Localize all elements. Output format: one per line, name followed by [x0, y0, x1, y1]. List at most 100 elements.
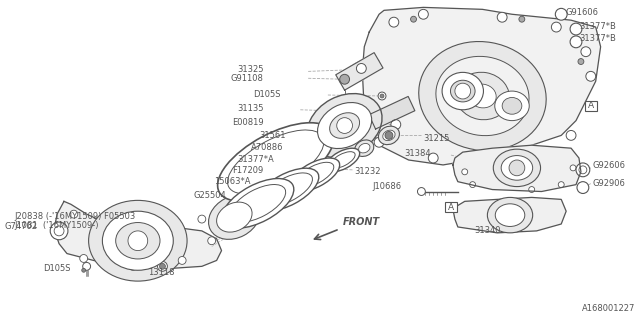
Circle shape	[70, 210, 78, 218]
Ellipse shape	[488, 197, 532, 233]
Circle shape	[50, 222, 68, 240]
Text: G91606: G91606	[565, 8, 598, 17]
Circle shape	[82, 268, 86, 272]
Text: 13118: 13118	[148, 268, 174, 277]
Circle shape	[586, 71, 596, 81]
Text: G74702: G74702	[4, 222, 37, 231]
Circle shape	[356, 63, 366, 73]
Circle shape	[178, 257, 186, 264]
Text: 31215: 31215	[424, 134, 450, 143]
Circle shape	[378, 92, 386, 100]
Polygon shape	[369, 96, 415, 129]
Ellipse shape	[291, 158, 340, 191]
Ellipse shape	[330, 113, 360, 138]
Ellipse shape	[442, 72, 483, 110]
Ellipse shape	[256, 168, 319, 211]
Ellipse shape	[317, 102, 372, 148]
Ellipse shape	[495, 204, 525, 227]
Ellipse shape	[330, 152, 355, 168]
Ellipse shape	[102, 211, 173, 270]
Ellipse shape	[216, 202, 252, 232]
Text: G25504: G25504	[194, 191, 227, 200]
Ellipse shape	[355, 140, 374, 156]
Text: E00819: E00819	[232, 118, 264, 127]
Circle shape	[581, 47, 591, 57]
Ellipse shape	[383, 130, 395, 140]
Circle shape	[340, 74, 349, 84]
Text: A70886: A70886	[251, 143, 284, 152]
Text: 15063*A: 15063*A	[214, 177, 251, 186]
Text: 31377*B: 31377*B	[579, 21, 616, 31]
Circle shape	[411, 16, 417, 22]
Circle shape	[159, 263, 165, 269]
Circle shape	[556, 8, 567, 20]
Circle shape	[536, 147, 547, 157]
Text: A: A	[588, 101, 594, 110]
Circle shape	[529, 187, 534, 193]
Ellipse shape	[501, 156, 532, 180]
Text: FRONT: FRONT	[342, 217, 380, 227]
Circle shape	[417, 188, 426, 196]
Circle shape	[455, 83, 470, 99]
Circle shape	[578, 59, 584, 65]
Ellipse shape	[419, 42, 546, 150]
Ellipse shape	[88, 200, 187, 281]
Text: 31135: 31135	[237, 104, 264, 113]
Circle shape	[83, 262, 91, 270]
Polygon shape	[54, 201, 221, 268]
Ellipse shape	[326, 148, 360, 172]
Ellipse shape	[228, 130, 324, 194]
Circle shape	[570, 23, 582, 35]
Text: A: A	[448, 203, 454, 212]
Text: D105S: D105S	[44, 264, 71, 273]
Circle shape	[570, 165, 576, 171]
Text: 31377*B: 31377*B	[579, 34, 616, 44]
Text: 31232: 31232	[355, 167, 381, 176]
Circle shape	[497, 12, 507, 22]
Text: 31561: 31561	[259, 131, 285, 140]
Ellipse shape	[451, 80, 475, 102]
Circle shape	[128, 231, 148, 251]
Ellipse shape	[378, 126, 399, 145]
Circle shape	[576, 163, 590, 177]
Circle shape	[558, 182, 564, 188]
Text: 31384: 31384	[404, 148, 431, 158]
Ellipse shape	[218, 123, 334, 201]
Ellipse shape	[436, 56, 529, 136]
Ellipse shape	[358, 143, 370, 153]
Circle shape	[374, 137, 384, 147]
Polygon shape	[362, 7, 600, 165]
Ellipse shape	[222, 179, 294, 228]
Circle shape	[552, 22, 561, 32]
Circle shape	[509, 160, 525, 176]
Ellipse shape	[495, 91, 529, 121]
Ellipse shape	[209, 195, 260, 239]
Circle shape	[566, 131, 576, 140]
Ellipse shape	[307, 93, 382, 157]
Polygon shape	[453, 197, 566, 233]
Circle shape	[470, 182, 476, 188]
Polygon shape	[453, 145, 581, 191]
Text: 31340: 31340	[475, 226, 501, 236]
Text: D105S: D105S	[253, 90, 280, 99]
Circle shape	[428, 153, 438, 163]
Circle shape	[577, 182, 589, 194]
Ellipse shape	[230, 185, 285, 222]
Text: G91108: G91108	[231, 74, 264, 83]
Circle shape	[337, 118, 353, 133]
Circle shape	[198, 215, 206, 223]
Text: A168001227: A168001227	[582, 304, 635, 313]
Circle shape	[129, 262, 137, 270]
Text: G92906: G92906	[593, 179, 626, 188]
Circle shape	[570, 36, 582, 48]
Circle shape	[391, 120, 401, 130]
Text: F17209: F17209	[232, 166, 264, 175]
Circle shape	[380, 94, 384, 98]
Ellipse shape	[456, 72, 509, 120]
Bar	[445, 202, 457, 212]
Text: G92606: G92606	[593, 161, 626, 171]
Ellipse shape	[340, 58, 379, 85]
Polygon shape	[336, 52, 383, 90]
Circle shape	[389, 17, 399, 27]
Ellipse shape	[262, 173, 312, 206]
